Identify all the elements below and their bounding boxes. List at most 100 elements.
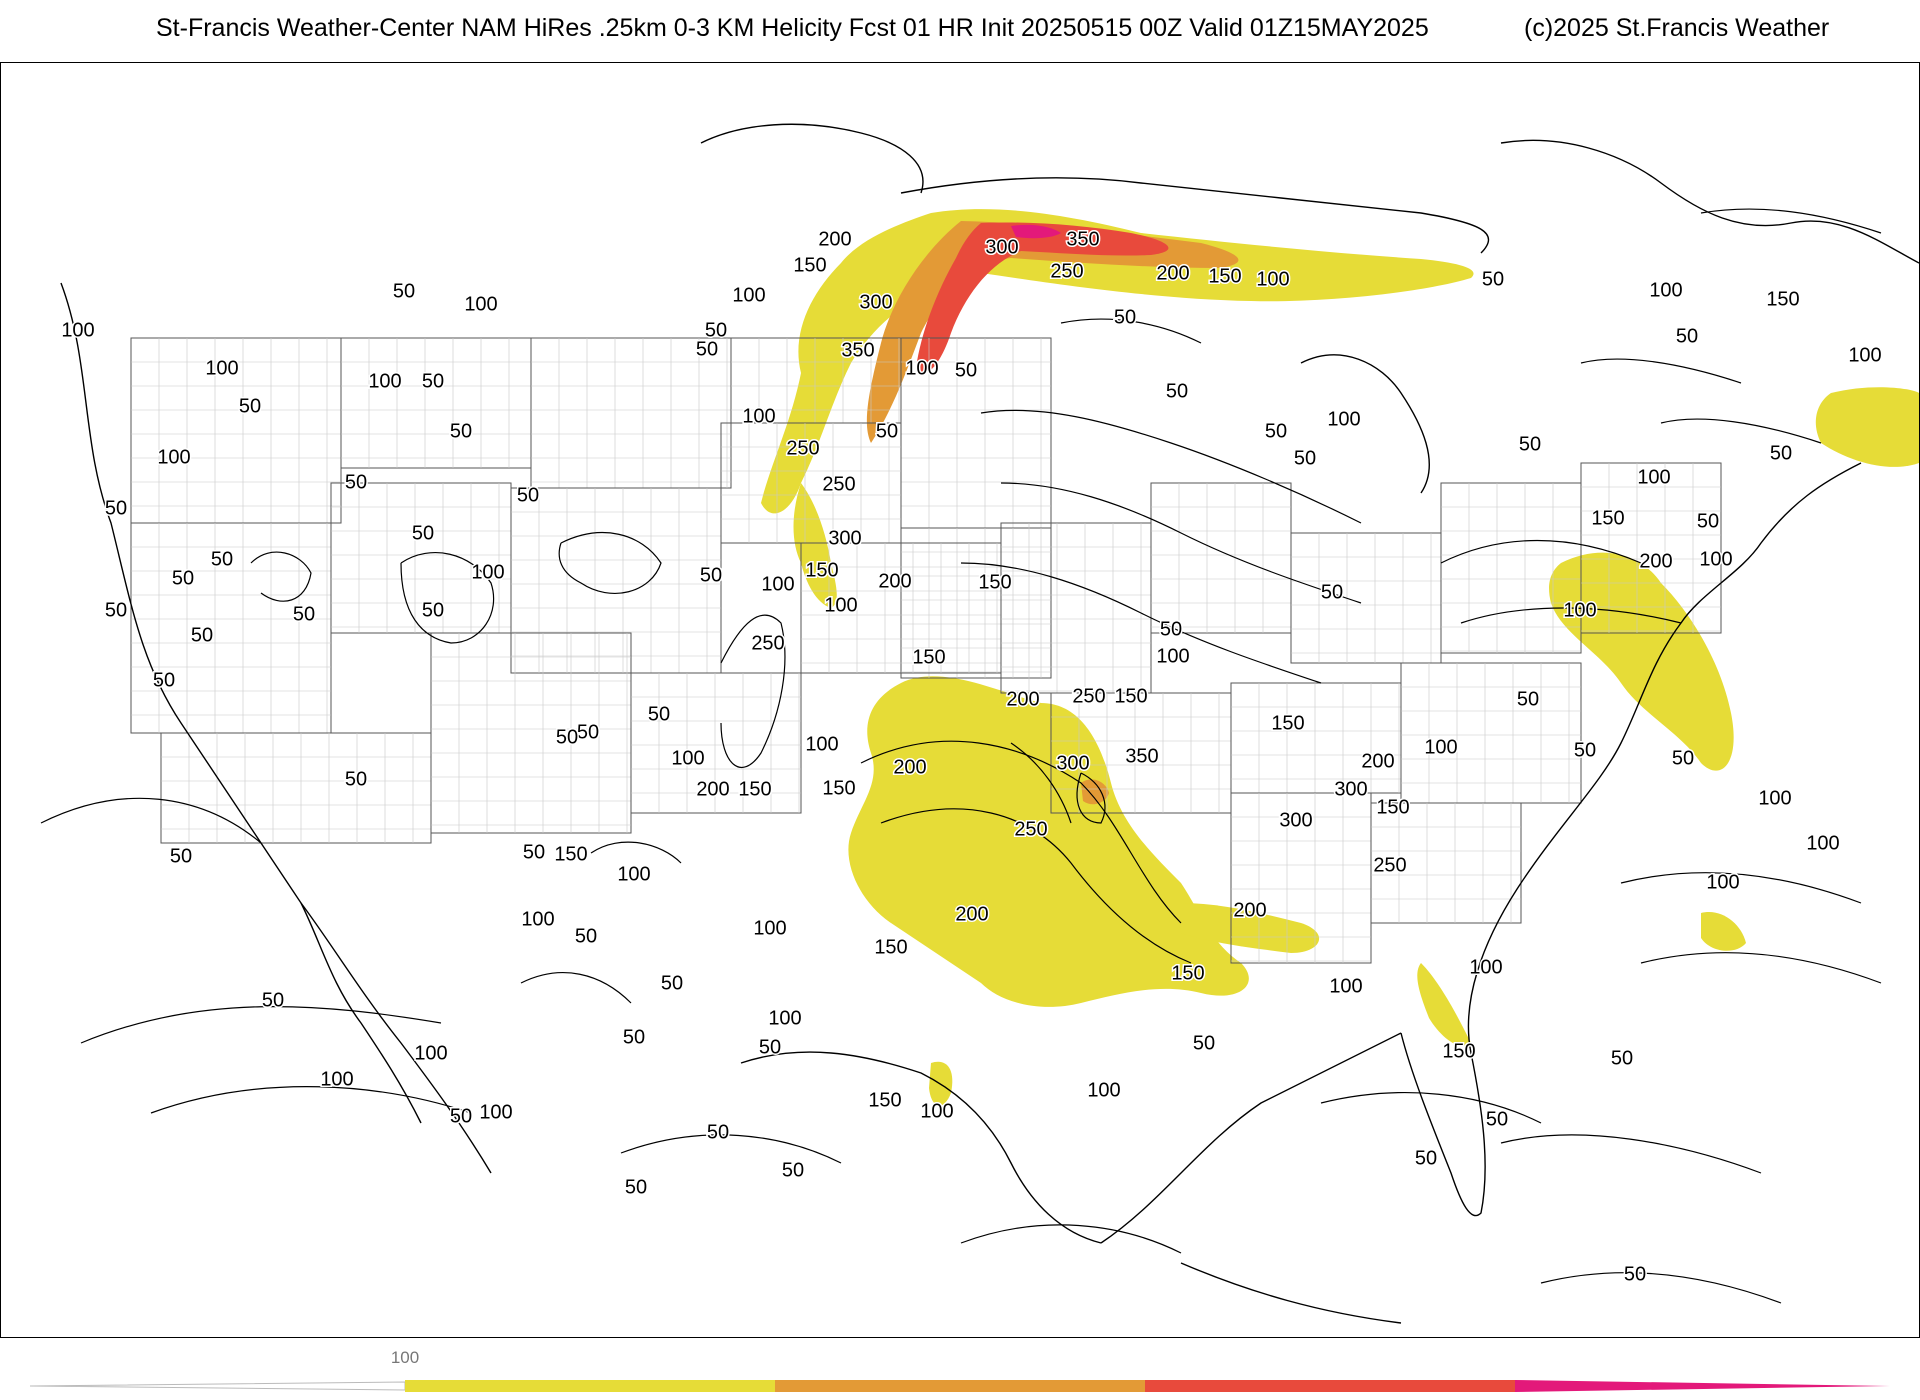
- contour-label: 100: [761, 573, 794, 595]
- contour-label: 50: [1624, 1263, 1646, 1285]
- contour-label: 50: [1672, 747, 1694, 769]
- contour-label: 100: [824, 594, 857, 616]
- helicity-contour: [1500, 1134, 1762, 1174]
- state-border: [160, 732, 432, 844]
- contour-label: 150: [793, 254, 826, 276]
- state-border: [510, 487, 722, 674]
- contour-label: 50: [422, 599, 444, 621]
- helicity-contour: [860, 740, 1182, 924]
- helicity-contour: [980, 409, 1362, 524]
- contour-label: 50: [262, 989, 284, 1011]
- contour-label: 100: [1806, 832, 1839, 854]
- coastline: [1500, 139, 1919, 264]
- contour-label: 150: [1376, 796, 1409, 818]
- contour-label: 100: [1087, 1079, 1120, 1101]
- contour-label: 100: [768, 1007, 801, 1029]
- contour-labels: 50 100 100 100 100 50 50 50 100 50 50 50 50 50 50 100 50…: [60, 227, 1883, 1287]
- contour-label: 300: [1056, 752, 1089, 774]
- state-border: [430, 632, 632, 834]
- contour-label: 150: [554, 843, 587, 865]
- helicity-contour: [1076, 772, 1106, 824]
- contour-label: 150: [1591, 507, 1624, 529]
- contour-label: 50: [1265, 420, 1287, 442]
- contour-label: 100: [1758, 787, 1791, 809]
- contour-label: 200: [1156, 262, 1189, 284]
- contour-label: 50: [1482, 268, 1504, 290]
- contour-label: 250: [1373, 854, 1406, 876]
- contour-label: 100: [464, 293, 497, 315]
- helicity-contour: [620, 1134, 842, 1164]
- contour-label: 50: [105, 599, 127, 621]
- contour-label: 100: [368, 370, 401, 392]
- contour-label: 200: [878, 570, 911, 592]
- contour-label: 50: [153, 669, 175, 691]
- legend-bin-orange: [775, 1380, 1145, 1392]
- state-border: [1370, 802, 1522, 924]
- contour-label: 100: [1706, 871, 1739, 893]
- contour-label: 100: [157, 446, 190, 468]
- contour-label: 50: [170, 845, 192, 867]
- contour-label: 50: [239, 395, 261, 417]
- state-border: [900, 527, 1052, 679]
- fill-yellow-northeast: [1549, 552, 1734, 771]
- state-border: [1400, 662, 1582, 804]
- contour-label: 250: [822, 473, 855, 495]
- contour-label: 100: [1469, 956, 1502, 978]
- state-border: [630, 672, 802, 814]
- contour-label: 200: [893, 756, 926, 778]
- helicity-contour: [40, 797, 262, 844]
- coastlines: [60, 123, 1919, 1324]
- fill-yellow-atlantic: [1701, 912, 1746, 951]
- contour-label: 50: [293, 603, 315, 625]
- legend-bar: 100: [29, 1348, 1890, 1392]
- contour-label: 50: [450, 420, 472, 442]
- contour-label: 100: [61, 319, 94, 341]
- contour-label: 150: [1271, 712, 1304, 734]
- contour-label: 50: [412, 522, 434, 544]
- contour-label: 150: [822, 777, 855, 799]
- contour-label: 200: [1233, 899, 1266, 921]
- contour-label: 50: [1415, 1147, 1437, 1169]
- contour-label: 150: [1114, 685, 1147, 707]
- contour-label: 150: [912, 646, 945, 668]
- color-scale-legend: 100: [0, 1342, 1920, 1400]
- contour-label: 100: [753, 917, 786, 939]
- contour-label: 200: [1361, 750, 1394, 772]
- coastline: [300, 902, 422, 1124]
- helicity-contour: [1000, 482, 1362, 604]
- contour-label: 50: [517, 484, 539, 506]
- helicity-contour: [558, 532, 662, 594]
- helicity-contour: [960, 1224, 1182, 1254]
- fill-yellow-southeast-band: [1181, 903, 1320, 953]
- legend-bin-yellow: [405, 1380, 775, 1392]
- contour-label: 150: [868, 1089, 901, 1111]
- state-border: [1290, 532, 1442, 664]
- contour-label: 50: [345, 768, 367, 790]
- coastline: [740, 1051, 1102, 1244]
- contour-label: 50: [759, 1036, 781, 1058]
- contour-label: 50: [1676, 325, 1698, 347]
- contour-label: 50: [1166, 380, 1188, 402]
- helicity-contour: [400, 552, 495, 644]
- contour-label: 200: [955, 903, 988, 925]
- helicity-contour: [150, 1086, 472, 1114]
- contour-label: 150: [1442, 1040, 1475, 1062]
- contour-label: 50: [696, 338, 718, 360]
- contour-label: 100: [671, 747, 704, 769]
- helicity-contour: [720, 614, 786, 768]
- fill-magenta-canada: [1011, 224, 1061, 239]
- contour-label: 150: [1171, 962, 1204, 984]
- contour-label: 50: [707, 1121, 729, 1143]
- helicity-contour: [520, 972, 632, 1004]
- helicity-contour: [1320, 1092, 1542, 1124]
- helicity-contour: [880, 808, 1192, 964]
- helicity-contour: [1620, 872, 1862, 904]
- map-canvas: 50 100 100 100 100 50 50 50 100 50 50 50 50 50 50 100 50…: [40, 123, 1919, 1324]
- legend-left-wedge: [29, 1381, 406, 1391]
- contour-label: 100: [1256, 268, 1289, 290]
- helicity-contour: [1460, 607, 1682, 624]
- contour-label: 350: [1125, 745, 1158, 767]
- contour-label: 250: [751, 632, 784, 654]
- coastline: [700, 123, 924, 194]
- helicity-contour: [250, 551, 312, 602]
